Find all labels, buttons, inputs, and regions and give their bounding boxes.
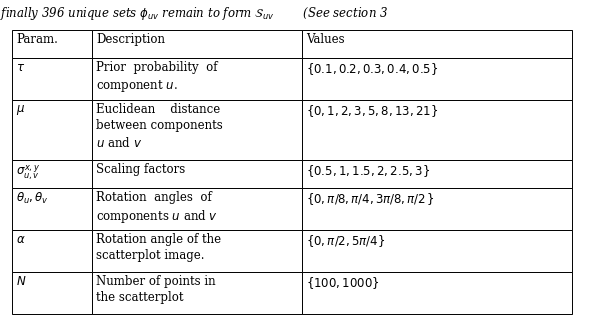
Text: Prior  probability  of
component $u$.: Prior probability of component $u$. [96,61,218,94]
Text: Number of points in
the scatterplot: Number of points in the scatterplot [96,275,215,304]
Text: $\{0, \pi/8, \pi/4, 3\pi/8, \pi/2\,\}$: $\{0, \pi/8, \pi/4, 3\pi/8, \pi/2\,\}$ [306,191,435,207]
Text: $\{0, \pi/2, 5\pi/4\}$: $\{0, \pi/2, 5\pi/4\}$ [306,233,385,249]
Bar [12,188,92,230]
Text: Param.: Param. [16,33,58,46]
Bar [92,58,302,100]
Bar [92,160,302,188]
Text: $\alpha$: $\alpha$ [16,233,26,246]
Bar [92,188,302,230]
Text: $\{0, 1, 2, 3, 5, 8, 13, 21\}$: $\{0, 1, 2, 3, 5, 8, 13, 21\}$ [306,103,439,119]
Bar [92,230,302,272]
Bar [302,272,572,314]
Bar [12,100,92,160]
Bar [302,30,572,58]
Bar [12,58,92,100]
Text: Rotation  angles  of
components $u$ and $v$: Rotation angles of components $u$ and $v… [96,191,218,225]
Bar [302,230,572,272]
Text: $\sigma_{u,v}^{x,y}$: $\sigma_{u,v}^{x,y}$ [16,163,40,182]
Bar [302,100,572,160]
Text: $\tau$: $\tau$ [16,61,25,74]
Bar [92,100,302,160]
Text: $\{100, 1000\}$: $\{100, 1000\}$ [306,275,380,291]
Text: Scaling factors: Scaling factors [96,163,185,176]
Text: finally 396 unique sets $\phi_{uv}$ remain to form $\mathcal{S}_{uv}$        (Se: finally 396 unique sets $\phi_{uv}$ rema… [0,6,388,22]
Bar [12,272,92,314]
Text: Values: Values [306,33,345,46]
Text: $\mu$: $\mu$ [16,103,25,117]
Bar [12,160,92,188]
Bar [92,272,302,314]
Bar [302,188,572,230]
Text: $\theta_u, \theta_v$: $\theta_u, \theta_v$ [16,191,49,206]
Text: $\{0.1, 0.2, 0.3, 0.4, 0.5\}$: $\{0.1, 0.2, 0.3, 0.4, 0.5\}$ [306,61,438,77]
Text: $N$: $N$ [16,275,26,288]
Text: Rotation angle of the
scatterplot image.: Rotation angle of the scatterplot image. [96,233,221,262]
Bar [92,30,302,58]
Bar [302,58,572,100]
Bar [12,30,92,58]
Bar [302,160,572,188]
Text: $\{0.5, 1, 1.5, 2, 2.5, 3\}$: $\{0.5, 1, 1.5, 2, 2.5, 3\}$ [306,163,430,179]
Text: Euclidean    distance
between components
$u$ and $v$: Euclidean distance between components $u… [96,103,223,150]
Bar [12,230,92,272]
Text: Description: Description [96,33,165,46]
